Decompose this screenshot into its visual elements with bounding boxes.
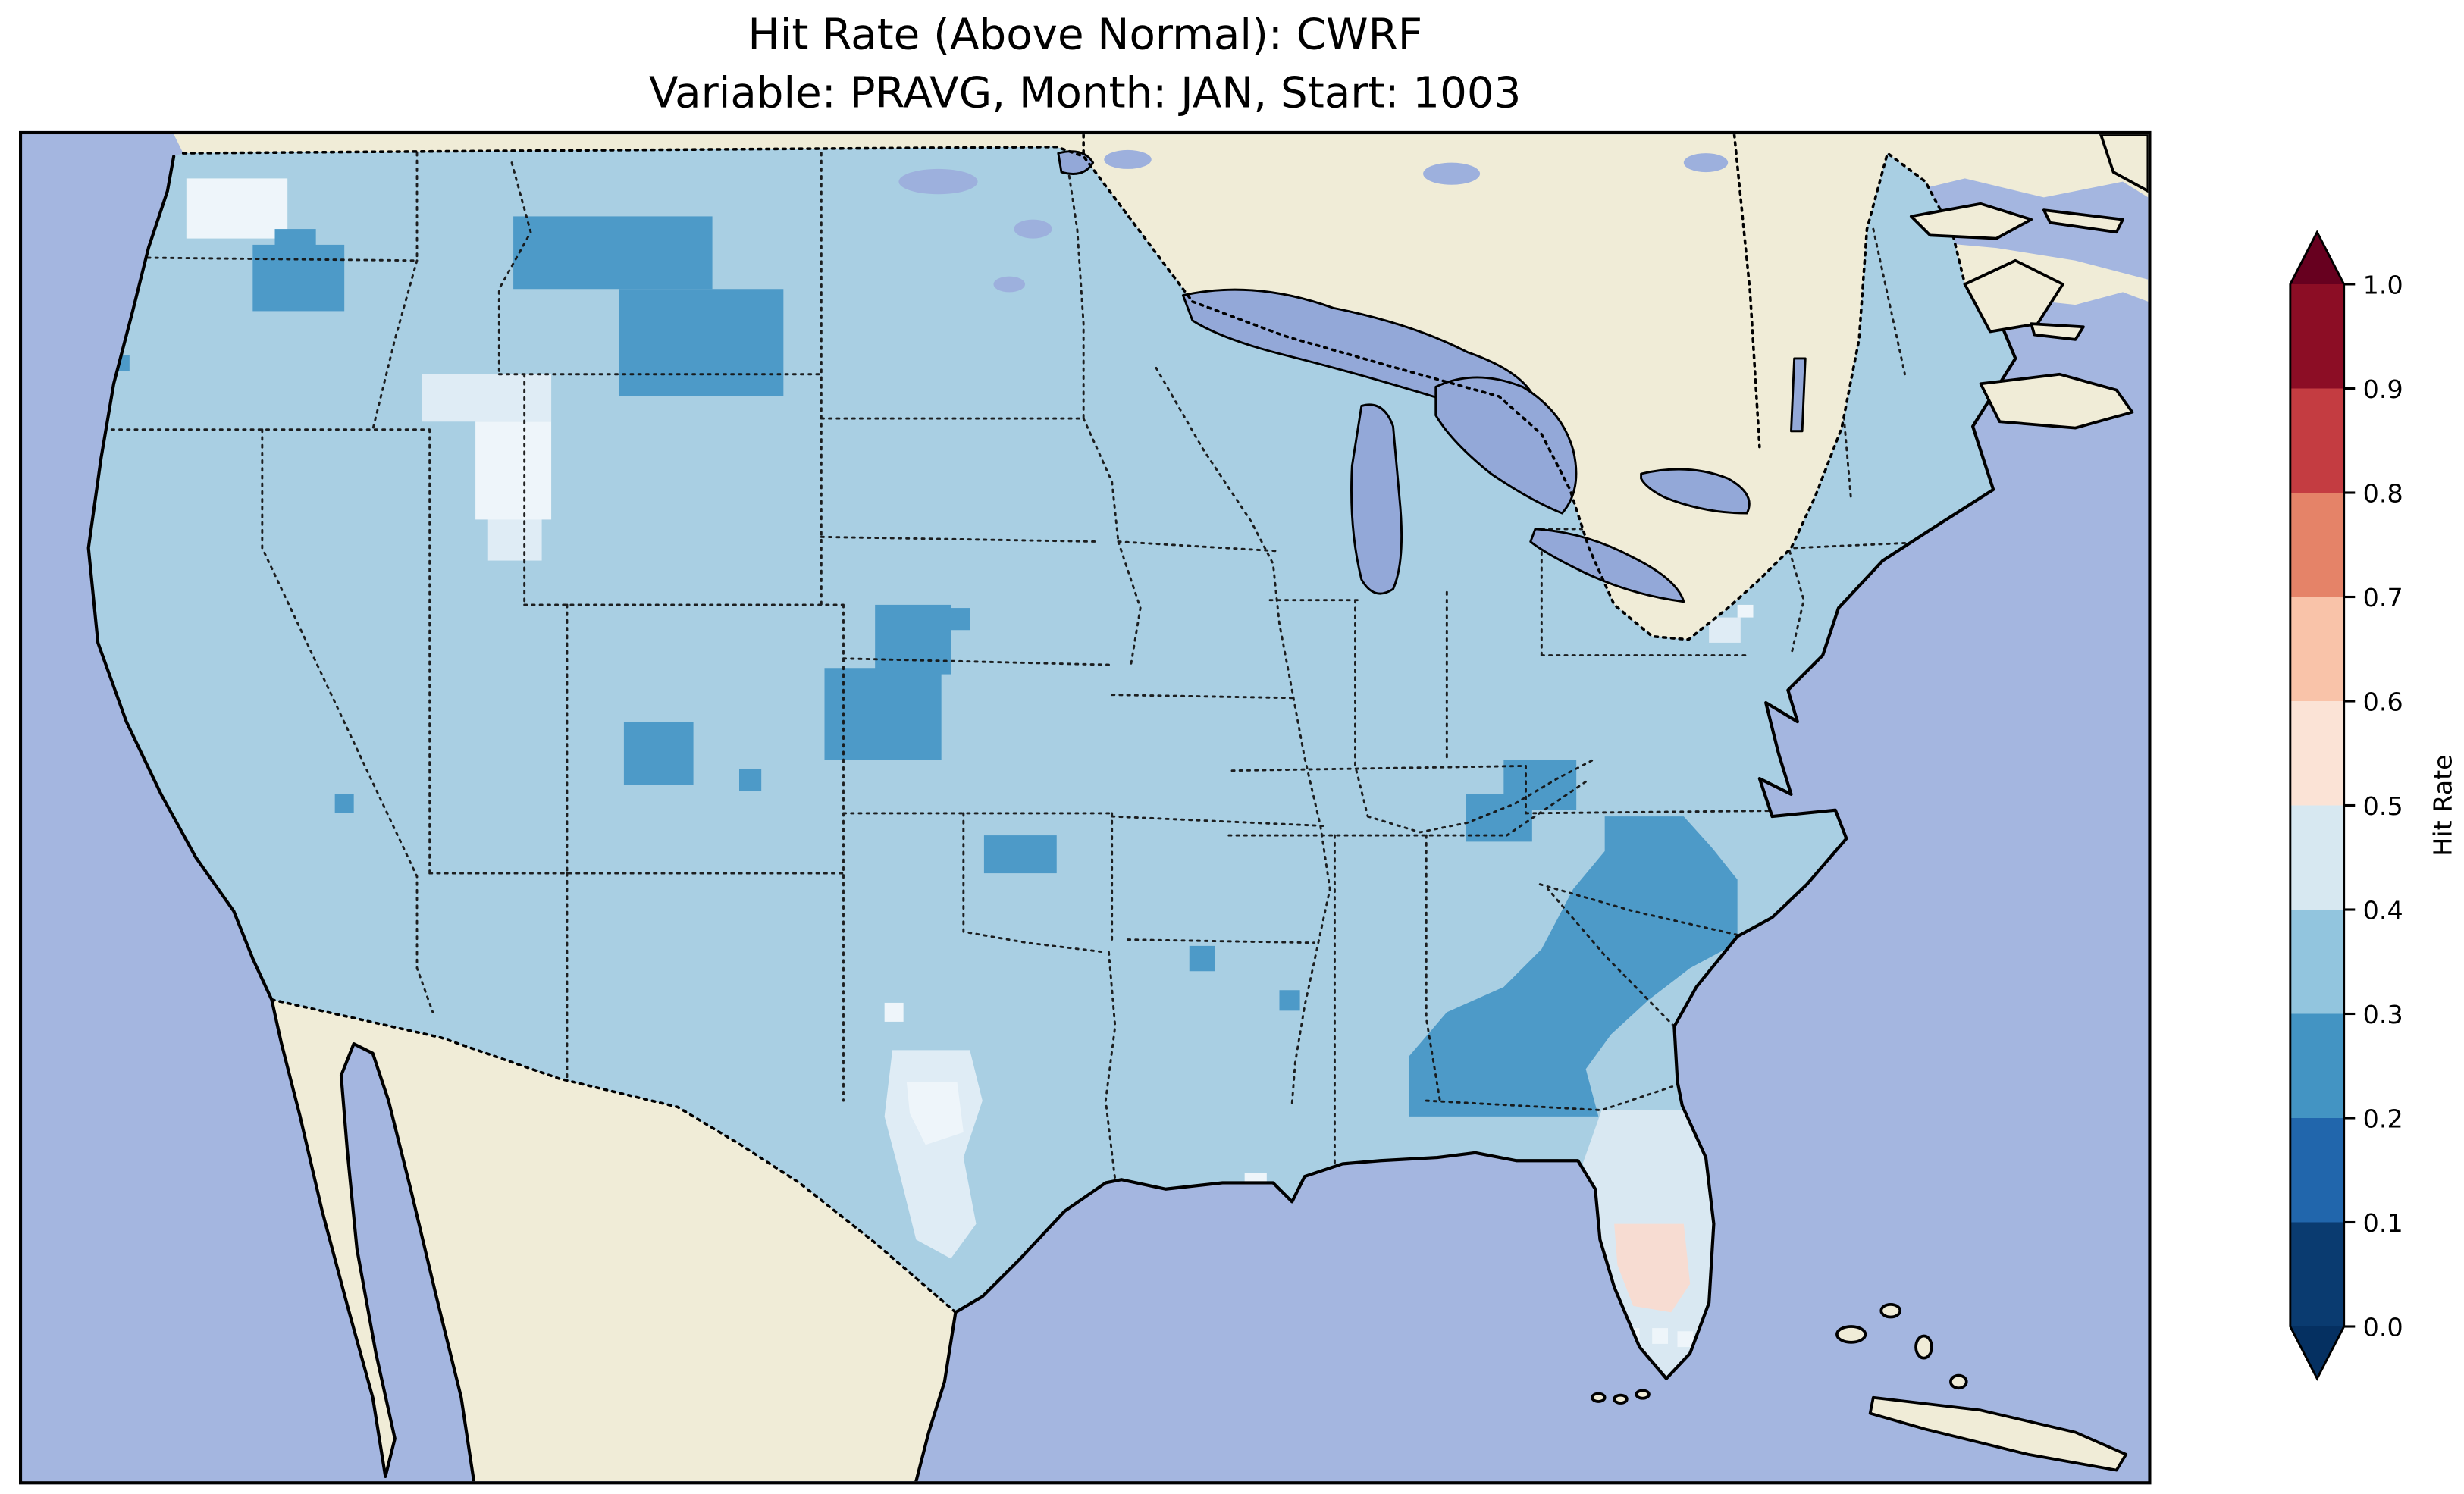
- us-canada-border: [181, 145, 1194, 303]
- pacific-coastline: [86, 155, 476, 1482]
- lake-erie: [1529, 528, 1685, 603]
- colorbar-bin: [2290, 1222, 2344, 1326]
- state-borders: [88, 146, 1938, 1181]
- colorbar-tick-label: 0.4: [2363, 895, 2403, 925]
- anticosti-island: [2042, 208, 2124, 234]
- gaspe-peninsula: [1909, 202, 2033, 240]
- great-lakes: [1057, 150, 1807, 603]
- neighbor-landmass: [174, 134, 2149, 1482]
- province-borders: [1082, 134, 1761, 449]
- newfoundland: [2099, 134, 2149, 193]
- patch-florida-pink: [1614, 1223, 1691, 1313]
- new-brunswick: [1963, 258, 2064, 334]
- colorbar-tick-label: 0.1: [2363, 1208, 2403, 1238]
- colorbar-over-arrow: [2290, 232, 2344, 284]
- international-borders: [181, 134, 1967, 1314]
- patch-southeast-band: [1409, 816, 1738, 1117]
- hit-rate-patches-white: [186, 178, 1754, 1348]
- colorbar-tick-label: 0.0: [2363, 1312, 2403, 1342]
- colorbar-bin: [2290, 597, 2344, 701]
- mexico-landmass: [271, 999, 956, 1482]
- figure-subtitle: Variable: PRAVG, Month: JAN, Start: 1003: [648, 69, 1522, 119]
- map-axes: [18, 130, 2152, 1485]
- colorbar-bin: [2290, 805, 2344, 910]
- colorbar-bin: [2290, 1117, 2344, 1223]
- figure-title: Hit Rate (Above Normal): CWRF: [748, 11, 1423, 61]
- figure-title-block: Hit Rate (Above Normal): CWRF Variable: …: [19, 6, 2151, 123]
- colorbar: 1.0 0.9 0.8 0.7 0.6 0.5 0.4 0.3 0.2 0.1 …: [2287, 230, 2464, 1411]
- us-canada-border-lakes: [1191, 151, 1967, 641]
- small-lakes: [898, 149, 1729, 293]
- colorbar-under-arrow: [2290, 1326, 2344, 1379]
- patch-tennessee-virginia: [1466, 760, 1577, 842]
- lake-ontario: [1640, 468, 1751, 515]
- lake-champlain: [1790, 357, 1807, 433]
- bahamas-andros: [1835, 1325, 1867, 1344]
- colorbar-tick-label: 1.0: [2363, 270, 2403, 299]
- conus-hit-rate-map: [22, 134, 2149, 1482]
- colorbar-tick-label: 0.9: [2363, 374, 2403, 404]
- lake-michigan: [1350, 403, 1403, 595]
- colorbar-bin: [2290, 700, 2344, 806]
- hit-rate-patches-dark: [113, 216, 1738, 1117]
- maritime-islands: [1909, 134, 2149, 430]
- colorbar-tick-label: 0.7: [2363, 583, 2403, 612]
- colorbar-bin: [2290, 388, 2344, 493]
- canada-landmass: [174, 134, 2149, 640]
- colorbar-svg: 1.0 0.9 0.8 0.7 0.6 0.5 0.4 0.3 0.2 0.1 …: [2289, 230, 2457, 1381]
- caribbean-islands: [1591, 1302, 2128, 1472]
- colorbar-tick-label: 0.8: [2363, 478, 2403, 508]
- colorbar-tick-label: 0.5: [2363, 791, 2403, 821]
- colorbar-tick-label: 0.3: [2363, 1000, 2403, 1029]
- colorbar-bin: [2290, 909, 2344, 1014]
- colorbar-bin: [2290, 1013, 2344, 1118]
- colorbar-bin: [2290, 283, 2344, 389]
- lake-huron: [1434, 376, 1578, 515]
- nova-scotia: [1979, 372, 2134, 430]
- florida-keys: [1635, 1389, 1651, 1400]
- colorbar-bin: [2290, 492, 2344, 597]
- prince-edward-island: [2030, 322, 2085, 341]
- us-mexico-border: [270, 998, 958, 1314]
- cuba: [1868, 1395, 2128, 1472]
- atlantic-gulf-coastline: [914, 282, 2017, 1482]
- colorbar-axis-label: Hit Rate: [2428, 754, 2457, 856]
- colorbar-tick-label: 0.6: [2363, 687, 2403, 716]
- colorbar-tick-label: 0.2: [2363, 1104, 2403, 1133]
